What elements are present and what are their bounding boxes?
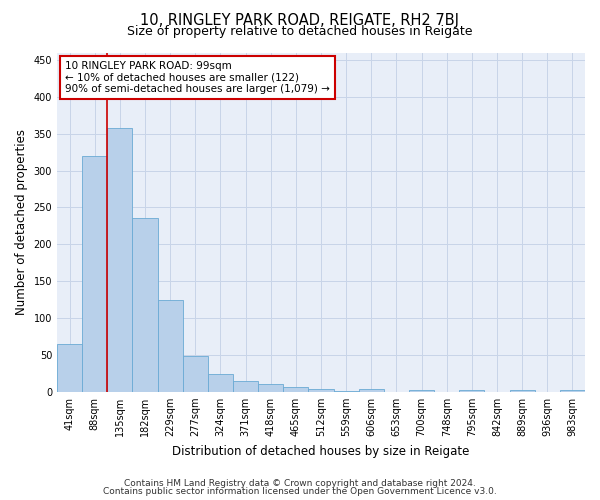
Bar bbox=[82, 156, 107, 392]
Y-axis label: Number of detached properties: Number of detached properties bbox=[15, 129, 28, 315]
Text: 10, RINGLEY PARK ROAD, REIGATE, RH2 7BJ: 10, RINGLEY PARK ROAD, REIGATE, RH2 7BJ bbox=[140, 12, 460, 28]
Bar bbox=[409, 390, 434, 392]
Bar bbox=[107, 128, 133, 392]
Text: 10 RINGLEY PARK ROAD: 99sqm
← 10% of detached houses are smaller (122)
90% of se: 10 RINGLEY PARK ROAD: 99sqm ← 10% of det… bbox=[65, 61, 330, 94]
Bar bbox=[308, 389, 334, 392]
Text: Contains HM Land Registry data © Crown copyright and database right 2024.: Contains HM Land Registry data © Crown c… bbox=[124, 478, 476, 488]
Bar bbox=[459, 390, 484, 392]
Bar bbox=[283, 388, 308, 392]
Bar bbox=[560, 390, 585, 392]
Bar bbox=[158, 300, 183, 392]
Bar bbox=[233, 382, 258, 392]
Bar bbox=[57, 344, 82, 392]
Text: Contains public sector information licensed under the Open Government Licence v3: Contains public sector information licen… bbox=[103, 487, 497, 496]
X-axis label: Distribution of detached houses by size in Reigate: Distribution of detached houses by size … bbox=[172, 444, 470, 458]
Bar bbox=[133, 218, 158, 392]
Bar bbox=[208, 374, 233, 392]
Bar bbox=[183, 356, 208, 392]
Bar bbox=[334, 391, 359, 392]
Bar bbox=[359, 389, 384, 392]
Text: Size of property relative to detached houses in Reigate: Size of property relative to detached ho… bbox=[127, 25, 473, 38]
Bar bbox=[258, 384, 283, 392]
Bar bbox=[509, 390, 535, 392]
